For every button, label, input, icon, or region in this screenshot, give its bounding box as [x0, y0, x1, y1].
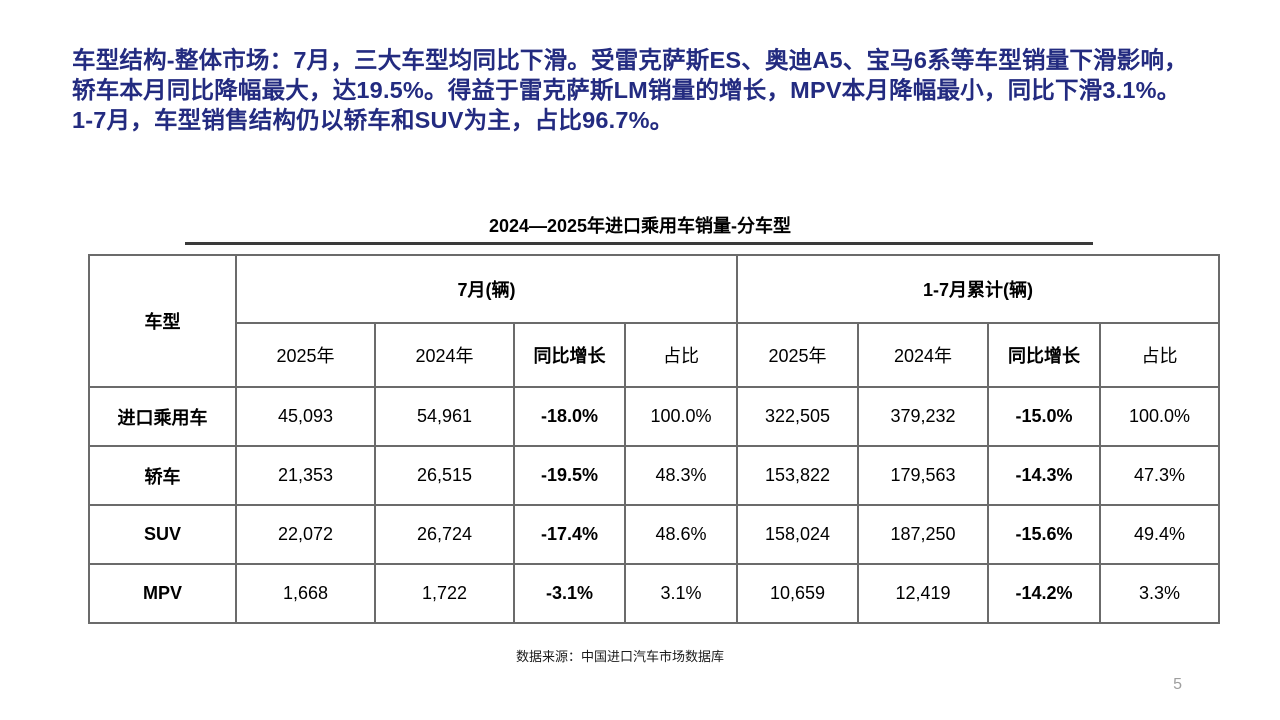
cell-july-yoy: -18.0% — [513, 386, 626, 447]
cell-ytd-yoy: -14.3% — [987, 445, 1101, 506]
cell-july-2024: 26,515 — [374, 445, 515, 506]
sales-table: 车型 7月(辆) 1-7月累计(辆) 2025年 2024年 同比增长 占比 2… — [88, 254, 1221, 624]
cell-july-2025: 45,093 — [235, 386, 376, 447]
subheader-ytd-share: 占比 — [1098, 322, 1221, 388]
cell-ytd-share: 47.3% — [1098, 445, 1221, 506]
table-subheader-row: 2025年 2024年 同比增长 占比 2025年 2024年 同比增长 占比 — [89, 322, 1221, 388]
subheader-ytd-2025: 2025年 — [736, 322, 859, 388]
table-row-total: 进口乘用车 45,093 54,961 -18.0% 100.0% 322,50… — [88, 386, 1221, 447]
source-note: 数据来源：中国进口汽车市场数据库 — [515, 649, 724, 664]
cell-ytd-2024: 179,563 — [857, 445, 989, 506]
subheader-ytd-2024: 2024年 — [857, 322, 989, 388]
cell-july-2025: 1,668 — [235, 563, 376, 624]
cell-july-share: 48.3% — [624, 445, 738, 506]
subheader-july-2024: 2024年 — [374, 322, 515, 388]
subheader-ytd-yoy: 同比增长 — [987, 322, 1101, 388]
subheader-july-yoy: 同比增长 — [513, 322, 626, 388]
header-ytd: 1-7月累计(辆) — [735, 254, 1221, 324]
cell-ytd-2025: 158,024 — [736, 504, 859, 565]
cell-ytd-2024: 187,250 — [857, 504, 989, 565]
row-label: 轿车 — [88, 445, 237, 506]
page-number: 5 — [1173, 676, 1182, 693]
cell-ytd-yoy: -15.6% — [987, 504, 1101, 565]
cell-ytd-2024: 12,419 — [857, 563, 989, 624]
row-label: MPV — [88, 563, 237, 624]
cell-ytd-share: 100.0% — [1098, 386, 1221, 447]
cell-july-share: 48.6% — [624, 504, 738, 565]
table-row-mpv: MPV 1,668 1,722 -3.1% 3.1% 10,659 12,419… — [88, 563, 1221, 624]
cell-july-2024: 26,724 — [374, 504, 515, 565]
header-july: 7月(辆) — [235, 254, 738, 324]
cell-ytd-yoy: -14.2% — [987, 563, 1101, 624]
cell-july-2025: 22,072 — [235, 504, 376, 565]
table-row-suv: SUV 22,072 26,724 -17.4% 48.6% 158,024 1… — [88, 504, 1221, 565]
cell-july-yoy: -3.1% — [513, 563, 626, 624]
cell-ytd-2025: 153,822 — [736, 445, 859, 506]
cell-july-2024: 54,961 — [374, 386, 515, 447]
table-header-group-row: 车型 7月(辆) 1-7月累计(辆) — [88, 254, 1221, 388]
cell-ytd-share: 49.4% — [1098, 504, 1221, 565]
cell-ytd-2025: 322,505 — [736, 386, 859, 447]
row-label: 进口乘用车 — [88, 386, 237, 447]
cell-july-yoy: -17.4% — [513, 504, 626, 565]
cell-july-yoy: -19.5% — [513, 445, 626, 506]
table-row-sedan: 轿车 21,353 26,515 -19.5% 48.3% 153,822 17… — [88, 445, 1221, 506]
table-title-underline — [185, 242, 1093, 245]
cell-ytd-yoy: -15.0% — [987, 386, 1101, 447]
header-vehicle-type: 车型 — [88, 254, 237, 388]
cell-july-share: 100.0% — [624, 386, 738, 447]
subheader-july-share: 占比 — [624, 322, 738, 388]
cell-ytd-share: 3.3% — [1098, 563, 1221, 624]
cell-ytd-2025: 10,659 — [736, 563, 859, 624]
subheader-july-2025: 2025年 — [235, 322, 376, 388]
row-label: SUV — [88, 504, 237, 565]
cell-july-share: 3.1% — [624, 563, 738, 624]
headline-text: 车型结构-整体市场：7月，三大车型均同比下滑。受雷克萨斯ES、奥迪A5、宝马6系… — [72, 47, 1188, 133]
cell-july-2024: 1,722 — [374, 563, 515, 624]
table-title: 2024—2025年进口乘用车销量-分车型 — [488, 216, 792, 236]
cell-july-2025: 21,353 — [235, 445, 376, 506]
cell-ytd-2024: 379,232 — [857, 386, 989, 447]
